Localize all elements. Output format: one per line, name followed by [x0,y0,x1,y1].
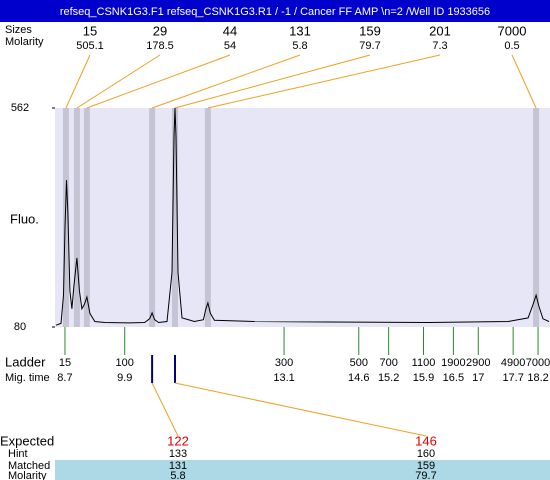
expected-expected: 146 [415,433,437,448]
peak-leader [207,54,441,109]
ladder-time: 14.6 [348,372,369,384]
expected-hint: 133 [169,448,187,460]
peak-molarity: 505.1 [76,40,104,52]
peak-molarity: 5.8 [292,40,307,52]
ladder-time: 18.2 [527,372,548,384]
ladder-size: 4900 [501,357,525,369]
ladder-size: 15 [59,357,71,369]
ladder-size: 2900 [466,357,490,369]
ladder-time: 17.7 [502,372,523,384]
ladder-size: 100 [116,357,134,369]
peak-size: 131 [289,23,311,38]
peak-band [73,108,80,327]
row-label: Ladder [5,354,46,369]
title: refseq_CSNK1G3.F1 refseq_CSNK1G3.R1 / -1… [60,6,490,18]
expected-matched: 159 [417,460,435,472]
peak-leader [511,54,537,109]
ladder-size: 7000 [526,357,550,369]
row-label: Molarity [5,36,44,48]
y-tick-label: 80 [14,321,26,333]
ladder-time: 15.2 [378,372,399,384]
ladder-time: 17 [472,372,484,384]
peak-band [83,108,90,327]
peak-band [172,108,179,327]
ladder-time: 13.1 [273,372,294,384]
peak-molarity: 54 [224,40,236,52]
peak-size: 44 [223,23,237,38]
peak-size: 201 [429,23,451,38]
peak-molarity: 79.7 [359,40,380,52]
peak-molarity: 0.5 [504,40,519,52]
peak-leader [151,54,301,109]
trace [55,107,550,326]
ladder-size: 700 [379,357,397,369]
title-bar [0,0,550,22]
row-label: Molarity [8,470,47,480]
peak-molarity: 7.3 [432,40,447,52]
ladder-time: 16.5 [443,372,464,384]
expected-matched: 131 [169,460,187,472]
ladder-size: 1900 [441,357,465,369]
ladder-time: 15.9 [413,372,434,384]
ladder-time: 8.7 [57,372,72,384]
expected-leader [151,382,179,437]
plot-area [55,108,550,327]
peak-leader [76,54,161,109]
peak-band [204,108,211,327]
ladder-size: 1100 [412,357,436,369]
expected-leader [174,382,427,437]
expected-molarity: 79.7 [415,470,436,480]
peak-leader [86,54,231,109]
peak-size: 7000 [498,23,527,38]
row-label: Hint [8,448,28,460]
row-label: Mig. time [5,372,50,384]
peak-band [149,108,156,327]
matched-band [55,460,550,480]
peak-leader [174,54,371,109]
peak-size: 15 [83,23,97,38]
peak-molarity: 178.5 [146,40,174,52]
expected-molarity: 5.8 [170,470,185,480]
expected-hint: 160 [417,448,435,460]
row-label: Sizes [5,24,32,36]
row-label: Expected [0,433,54,448]
peak-band [533,108,540,327]
peak-size: 29 [153,23,167,38]
y-label: Fluo. [10,211,39,226]
ladder-time: 9.9 [117,372,132,384]
peak-band [62,108,69,327]
ladder-size: 300 [275,357,293,369]
y-tick-label: 562 [11,102,29,114]
peak-leader [65,54,91,109]
expected-expected: 122 [167,433,189,448]
row-label: Matched [8,460,50,472]
peak-size: 159 [359,23,381,38]
ladder-size: 500 [350,357,368,369]
